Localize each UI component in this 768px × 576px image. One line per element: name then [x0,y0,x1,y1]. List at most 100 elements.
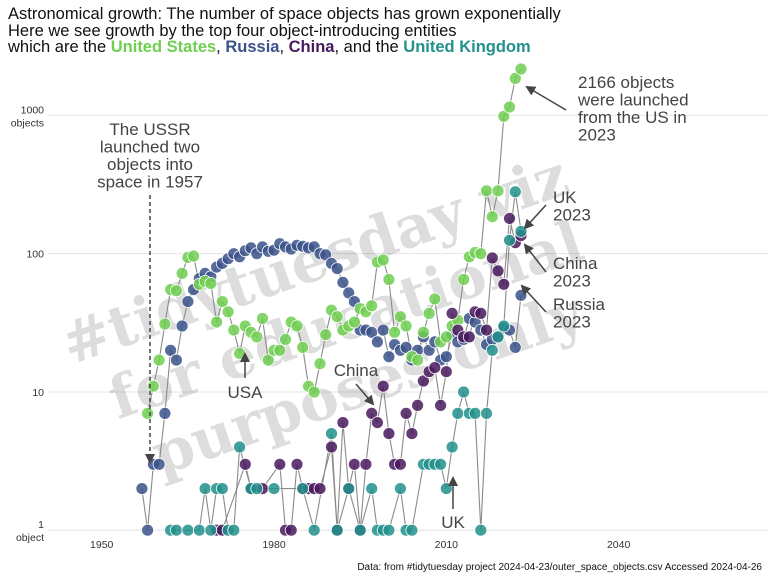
data-point-china [290,457,304,471]
data-point-china [313,482,327,496]
data-point-china [347,457,361,471]
annotation-line: space in 1957 [97,173,203,192]
annotation-label: UK [441,513,465,532]
data-point-uk [307,523,321,537]
data-point-russia [141,523,155,537]
data-point-russia [175,319,189,333]
annotation-line: 2023 [553,272,591,291]
data-point-china [273,457,287,471]
data-point-us [250,330,264,344]
data-point-uk [233,440,247,454]
data-point-china [399,406,413,420]
data-point-uk [393,482,407,496]
data-point-uk [508,185,522,199]
data-point-uk [434,457,448,471]
chart-title: Astronomical growth: The number of space… [8,6,748,56]
data-point-russia [514,288,528,302]
annotation-arrow [523,204,547,230]
annotation-label: 2166 objects were launched from the US in 2… [577,73,689,145]
data-point-china [365,406,379,420]
data-point-us [388,325,402,339]
y-tick-label: 100 [26,249,44,261]
annotation-label: UK 2023 [553,188,591,225]
title-line-3: which are the United States, Russia, Chi… [8,39,748,56]
data-point-china [238,457,252,471]
data-point-uk [296,482,310,496]
data-point-us [491,184,505,198]
data-point-us [158,317,172,331]
annotation-label: Russia 2023 [553,295,606,332]
annotation-line: China [334,361,379,380]
title-sep-2: , [279,38,289,56]
data-point-russia [336,275,350,289]
annotation-arrow [355,383,375,406]
data-point-china [445,306,459,320]
data-point-us [503,100,516,114]
data-point-us [279,332,292,346]
data-point-us [215,295,229,309]
title-sep-3: , and the [334,38,404,56]
data-point-china [336,416,350,430]
data-point-china [439,365,453,379]
data-point-uk [325,427,338,441]
annotation-arrow [523,243,547,273]
title-line-1: Astronomical growth: The number of space… [8,5,561,23]
data-point-us [187,249,201,263]
data-point-china [428,361,442,375]
annotation-arrow [525,85,567,111]
x-tick-label: 1980 [262,539,286,551]
annotation-label: USA [228,383,264,402]
annotation-label: China [334,361,379,380]
data-point-uk [342,482,356,496]
title-line-2: Here we see growth by the top four objec… [8,21,457,40]
data-point-us [347,315,361,329]
data-point-us [313,357,327,371]
data-point-china [325,440,338,454]
data-point-uk [457,385,471,399]
data-point-russia [330,262,344,276]
data-point-uk [503,233,516,247]
data-point-china [497,277,511,291]
legend-united-kingdom: United Kingdom [403,38,531,56]
annotation-arrow [520,284,547,313]
data-point-uk [353,523,367,537]
data-point-china [480,323,493,337]
annotation-line: China [553,254,598,273]
annotation-line: USA [228,383,264,402]
data-point-china [284,523,298,537]
annotation-line: 2166 objects [578,73,674,92]
data-point-uk [330,523,344,537]
data-point-us [233,346,247,360]
data-point-uk [468,406,482,420]
data-point-us [485,210,499,224]
annotation-line: The USSR [109,120,190,139]
data-point-us [365,299,379,313]
data-point-us [376,253,390,267]
data-point-china [382,427,396,441]
x-tick-label: 1950 [90,539,114,551]
data-point-us [169,284,183,298]
annotation-line: from the US in [578,108,687,127]
data-point-us [273,343,287,357]
data-point-china [393,457,407,471]
data-point-us [411,353,425,367]
data-point-uk [474,523,488,537]
data-point-china [474,306,488,320]
data-point-us [480,184,493,198]
data-point-russia [164,343,178,357]
data-point-russia [439,350,453,364]
data-point-china [491,264,505,278]
data-point-uk [267,482,281,496]
data-point-china [405,427,419,441]
y-tick-sublabel: objects [11,117,44,129]
annotation-line: 2023 [553,206,591,225]
data-point-russia [181,295,195,309]
legend-russia: Russia [225,38,280,56]
data-point-us [457,273,471,286]
data-point-uk [491,330,505,344]
data-point-uk [227,523,241,537]
data-point-uk [169,523,183,537]
data-point-china [462,330,476,344]
data-point-uk [439,482,453,496]
data-point-russia [152,457,166,471]
